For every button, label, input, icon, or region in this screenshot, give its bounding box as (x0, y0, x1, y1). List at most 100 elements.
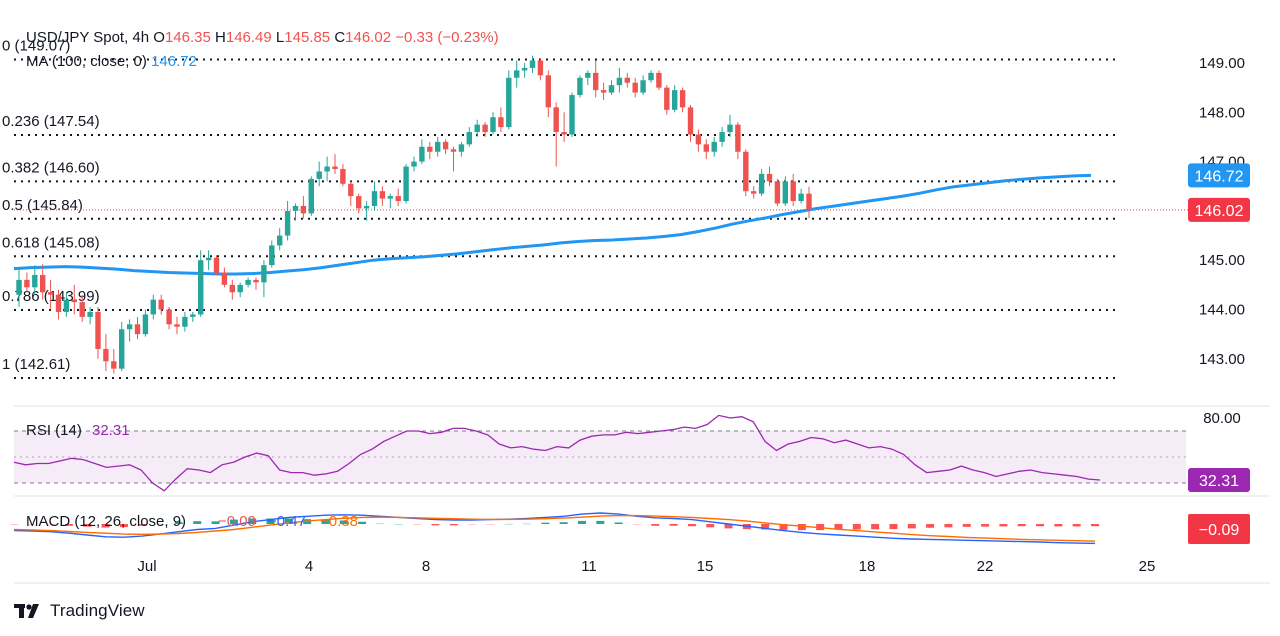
macd-histogram-bar (724, 524, 733, 529)
candle-body (16, 279, 22, 295)
macd-histogram-bar (101, 524, 110, 528)
candle-body (245, 279, 251, 285)
candle-body (600, 90, 607, 93)
rsi-value: 32.31 (92, 422, 130, 439)
y-axis-tick-label: 143.00 (1199, 351, 1245, 368)
candle-body (111, 361, 117, 369)
ma-legend-part: 146.72 (151, 53, 197, 70)
candle-body (348, 183, 354, 197)
candle-body (284, 210, 291, 236)
ohlc-legend-part: 146.02 (345, 29, 391, 46)
macd-histogram-bar (358, 521, 367, 524)
macd-histogram-bar (284, 518, 293, 524)
macd-histogram-bar (156, 523, 165, 525)
macd-histogram-bar (64, 524, 73, 526)
macd-histogram-bar (1054, 524, 1063, 527)
fib-level-label: 0.5 (145.84) (2, 197, 83, 214)
macd-signal-value: −0.38 (320, 513, 358, 530)
macd-histogram-bar (138, 524, 147, 526)
macd-histogram-bar (596, 520, 605, 524)
y-axis-tick-label: 149.00 (1199, 55, 1245, 72)
candle-body (774, 181, 781, 204)
macd-histogram-bar (559, 522, 568, 524)
candle-body (308, 178, 314, 214)
candle-body (95, 311, 101, 349)
candle-body (593, 72, 599, 91)
candle-body (798, 193, 804, 202)
candle-body (229, 284, 235, 293)
macd-histogram-bar (926, 524, 935, 528)
candle-body (743, 151, 749, 192)
macd-histogram-bar (376, 523, 385, 525)
macd-histogram-bar (1072, 524, 1081, 527)
price-tag-label: 146.02 (1195, 203, 1244, 220)
candle-body (79, 302, 85, 317)
candle-body (632, 82, 638, 93)
candle-body (427, 146, 433, 152)
candle-body (24, 279, 30, 288)
candle-body (695, 134, 702, 145)
macd-histogram-bar (321, 519, 330, 524)
price-tag (1188, 163, 1250, 188)
ohlc-legend-part: −0.33 (−0.23%) (391, 29, 499, 46)
macd-histogram-bar (193, 521, 202, 524)
candle-body (126, 324, 133, 330)
ohlc-legend: USD/JPY Spot, 4h O146.35 H146.49 L145.85… (26, 29, 499, 46)
macd-histogram-bar (761, 524, 770, 530)
x-axis-tick-label: 22 (977, 558, 994, 575)
x-axis-tick-label: 11 (581, 558, 597, 575)
candle-body (735, 124, 741, 152)
candle-body (166, 309, 172, 325)
ohlc-legend-part: L (272, 29, 285, 46)
candle-body (371, 191, 378, 206)
candle-body (640, 80, 646, 93)
candle-body (766, 173, 773, 182)
rsi-value-tag (1188, 467, 1250, 492)
candle-body (490, 117, 496, 133)
candle-body (466, 132, 472, 145)
x-axis-tick-label: 18 (859, 558, 876, 575)
candle-body (687, 107, 694, 135)
rsi-tick-label: 80.00 (1203, 410, 1241, 427)
ohlc-legend-part: 146.35 (165, 29, 211, 46)
candle-body (403, 166, 409, 202)
candle-body (664, 87, 670, 110)
candle-body (514, 70, 520, 78)
rsi-line (13, 414, 1101, 492)
candle-body (158, 299, 164, 310)
y-axis-tick-label: 148.00 (1199, 104, 1245, 121)
tradingview-branding[interactable]: TradingView (14, 600, 145, 622)
ohlc-legend-part: H (211, 29, 226, 46)
candle-body (395, 196, 401, 202)
brand-name: TradingView (50, 601, 145, 620)
candle-body (435, 141, 441, 152)
macd-histogram-bar (907, 524, 916, 529)
candle-body (253, 279, 259, 283)
macd-histogram-bar (1091, 524, 1099, 527)
macd-histogram-bar (119, 524, 128, 528)
candle-body (32, 274, 38, 288)
candle-body (134, 324, 141, 335)
candle-body (656, 72, 662, 88)
macd-histogram-bar (413, 524, 422, 525)
price-tag-label: 146.72 (1195, 168, 1244, 185)
macd-histogram-bar (577, 520, 586, 524)
candle-body (529, 60, 536, 68)
candle-body (205, 257, 212, 261)
candle-body (387, 196, 393, 199)
candle-body (269, 245, 275, 266)
candle-body (63, 299, 70, 312)
x-axis-tick-label: 4 (305, 558, 313, 575)
candle-body (277, 235, 283, 246)
macd-histogram-value: −0.09 (218, 513, 256, 530)
ohlc-legend-part: C (330, 29, 345, 46)
candle-body (419, 146, 425, 162)
macd-histogram-bar (28, 524, 37, 526)
candle-body (40, 274, 46, 293)
candle-body (71, 299, 77, 303)
candle-body (703, 144, 709, 152)
candle-body (482, 124, 488, 133)
macd-histogram-bar (541, 522, 550, 524)
macd-histogram-bar (83, 524, 92, 527)
